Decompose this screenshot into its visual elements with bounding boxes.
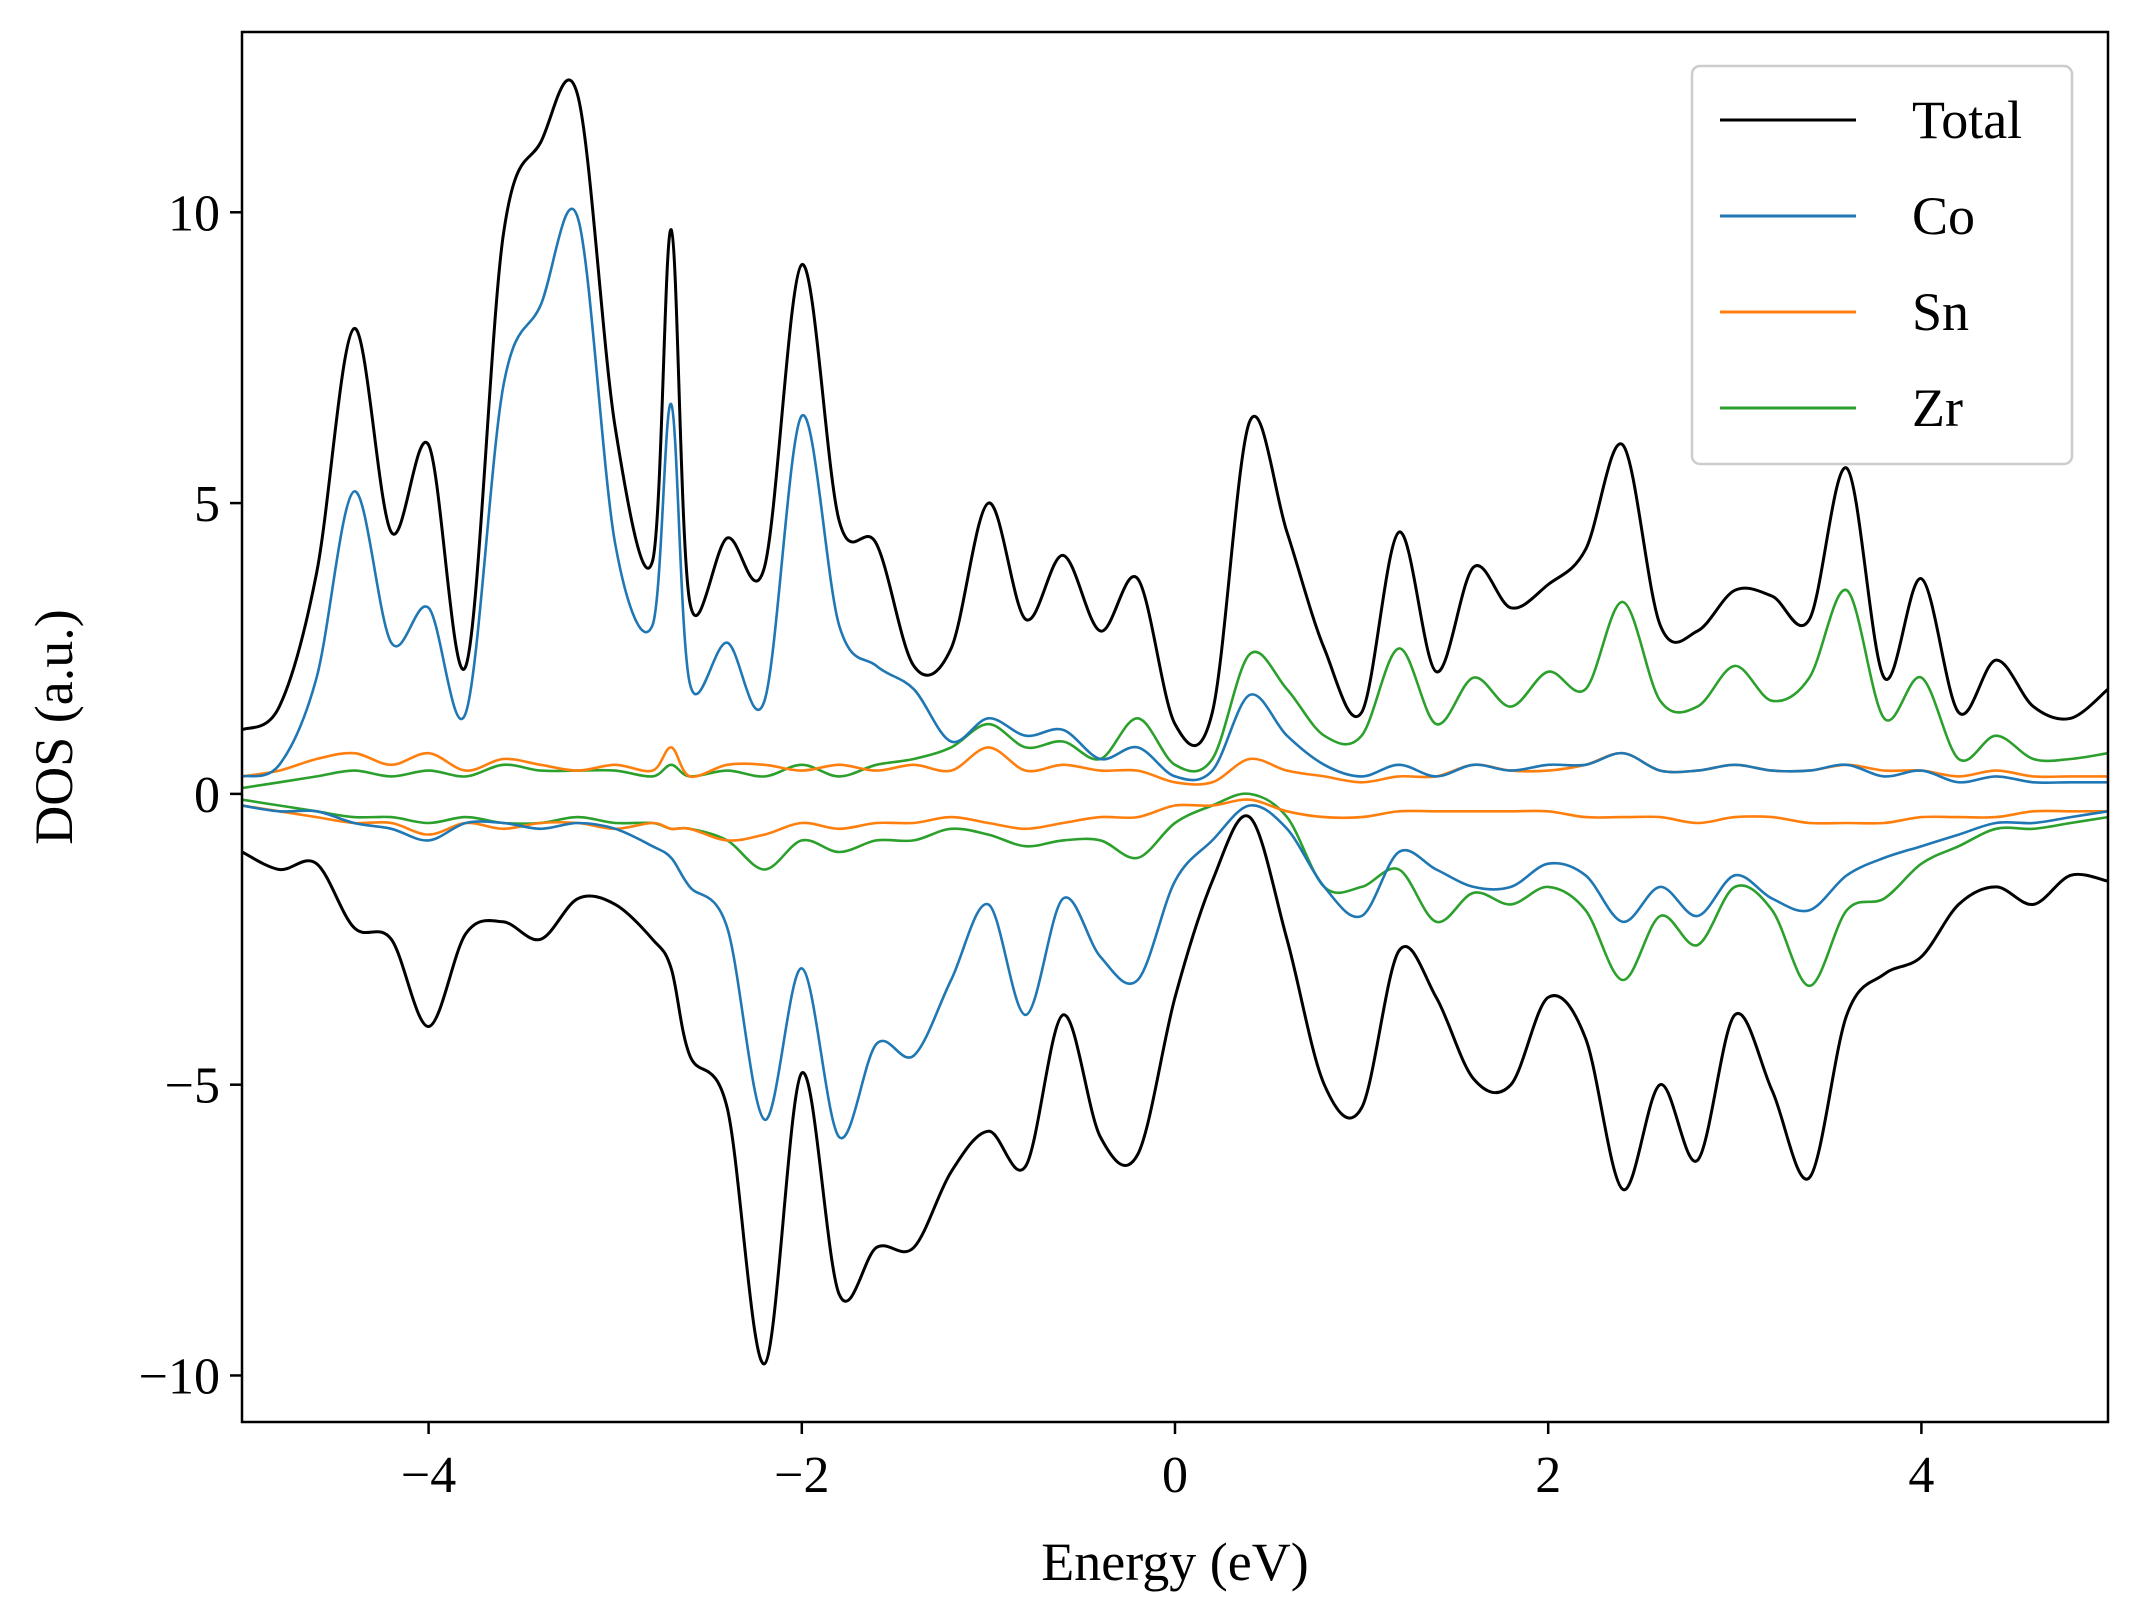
series-line-zr-up: [242, 588, 2108, 790]
y-tick-label: 0: [194, 767, 220, 824]
x-tick-label: −4: [401, 1447, 456, 1504]
y-axis-label: DOS (a.u.): [24, 609, 84, 844]
y-tick-label: −10: [139, 1348, 220, 1405]
y-tick-label: 5: [194, 476, 220, 533]
x-tick-label: 4: [1908, 1447, 1934, 1504]
legend: Total Co Sn Zr: [1690, 64, 2074, 466]
series-line-co-down: [242, 804, 2108, 1140]
series-line-total-down: [242, 814, 2108, 1366]
legend-box: [1690, 64, 2074, 466]
series-line-total-up: [242, 78, 2108, 748]
legend-label-sn: Sn: [1912, 282, 1969, 342]
x-tick-label: −2: [774, 1447, 829, 1504]
series-line-zr-down: [242, 792, 2108, 988]
y-axis: −10 −5 0 5 10: [139, 185, 242, 1405]
x-axis: −4 −2 0 2 4: [401, 1422, 1934, 1504]
y-tick-label: 10: [168, 185, 220, 242]
legend-label-total: Total: [1912, 90, 2022, 150]
series-line-co-up: [242, 207, 2108, 784]
x-axis-label: Energy (eV): [1041, 1532, 1308, 1592]
series-line-sn-down: [242, 798, 2108, 842]
legend-label-co: Co: [1912, 186, 1975, 246]
x-tick-label: 2: [1535, 1447, 1561, 1504]
legend-label-zr: Zr: [1912, 378, 1963, 438]
y-tick-label: −5: [165, 1058, 220, 1115]
x-tick-label: 0: [1162, 1447, 1188, 1504]
